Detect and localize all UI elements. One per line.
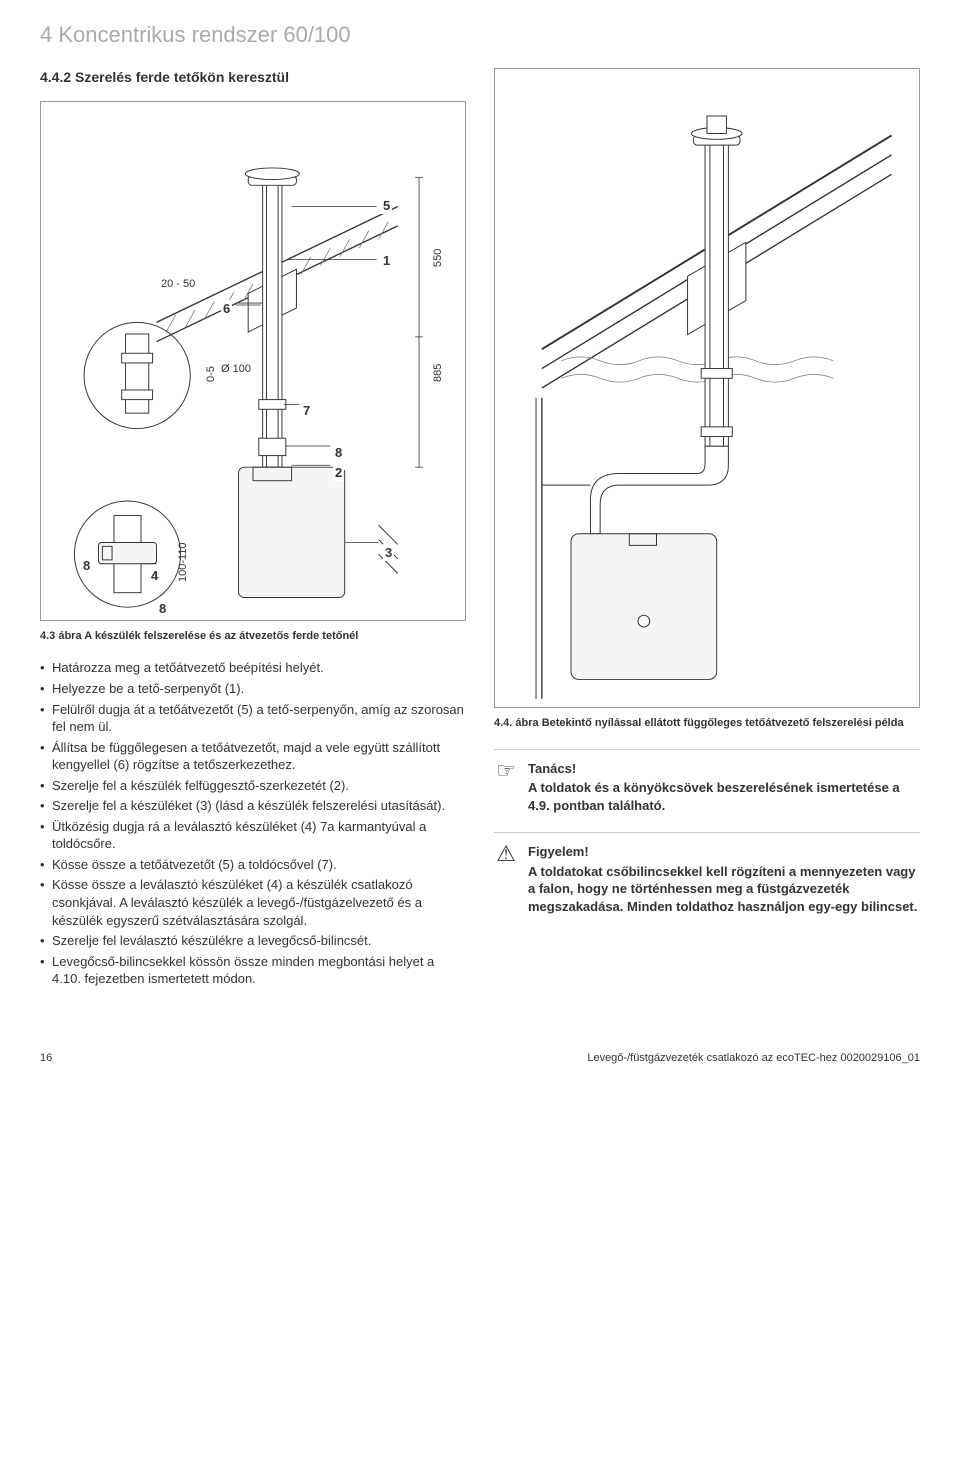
bullet: Szerelje fel a készüléket (3) (lásd a ké…	[40, 797, 466, 815]
hand-point-icon: ☞	[494, 760, 518, 815]
bullet: Levegőcső-bilincsekkel kössön össze mind…	[40, 953, 466, 988]
callout-8a: 8	[81, 557, 92, 575]
callout-6: 6	[221, 300, 232, 318]
warning-block: ⚠ Figyelem! A toldatokat csőbilincsekkel…	[494, 832, 920, 915]
bullet: Kösse össze a leválasztó készüléket (4) …	[40, 876, 466, 929]
dim-550: 550	[431, 248, 446, 266]
dim-dia100: Ø 100	[221, 362, 251, 377]
left-column: 4.4.2 Szerelés ferde tetőkön keresztül 5…	[40, 68, 466, 991]
callout-2: 2	[333, 464, 344, 482]
bullet: Állítsa be függőlegesen a tetőátvezetőt,…	[40, 739, 466, 774]
bullet: Felülről dugja át a tetőátvezetőt (5) a …	[40, 701, 466, 736]
right-column: 4.4. ábra Betekintő nyílással ellátott f…	[494, 68, 920, 991]
tip-text: A toldatok és a könyökcsövek beszerelésé…	[528, 779, 920, 814]
bullet: Ütközésig dugja rá a leválasztó készülék…	[40, 818, 466, 853]
chapter-title: 4 Koncentrikus rendszer 60/100	[40, 20, 920, 50]
callout-5: 5	[381, 197, 392, 215]
bullet: Szerelje fel leválasztó készülékre a lev…	[40, 932, 466, 950]
warning-title: Figyelem!	[528, 843, 920, 861]
figure-4-4-caption: 4.4. ábra Betekintő nyílással ellátott f…	[494, 716, 920, 731]
figure-4-3-caption: 4.3 ábra A készülék felszerelése és az á…	[40, 629, 466, 644]
page-number: 16	[40, 1051, 52, 1066]
instruction-list: Határozza meg a tetőátvezető beépítési h…	[40, 659, 466, 987]
section-title: 4.4.2 Szerelés ferde tetőkön keresztül	[40, 68, 466, 87]
figure-4-4	[494, 68, 920, 708]
callout-7: 7	[301, 402, 312, 420]
tip-title: Tanács!	[528, 760, 920, 778]
diagram-left-svg	[49, 110, 457, 612]
warning-icon: ⚠	[494, 843, 518, 915]
doc-id: Levegő-/füstgázvezeték csatlakozó az eco…	[587, 1051, 920, 1066]
dim-885: 885	[431, 363, 446, 381]
warning-text: A toldatokat csőbilincsekkel kell rögzít…	[528, 863, 920, 916]
bullet: Határozza meg a tetőátvezető beépítési h…	[40, 659, 466, 677]
callout-3: 3	[383, 544, 394, 562]
content-columns: 4.4.2 Szerelés ferde tetőkön keresztül 5…	[40, 68, 920, 991]
diagram-right-svg	[503, 77, 911, 699]
figure-4-3: 550 885 20 - 50 0-5 Ø 100 100-110 5 1 6 …	[40, 101, 466, 621]
dim-20-50: 20 - 50	[161, 277, 195, 292]
bullet: Szerelje fel a készülék felfüggesztő-sze…	[40, 777, 466, 795]
callout-8: 8	[333, 444, 344, 462]
dim-0-5: 0-5	[204, 366, 219, 382]
callout-4: 4	[149, 567, 160, 585]
page-footer: 16 Levegő-/füstgázvezeték csatlakozó az …	[40, 1051, 920, 1066]
callout-8b: 8	[157, 600, 168, 618]
bullet: Helyezze be a tető-serpenyőt (1).	[40, 680, 466, 698]
callout-1: 1	[381, 252, 392, 270]
tip-block: ☞ Tanács! A toldatok és a könyökcsövek b…	[494, 749, 920, 815]
bullet: Kösse össze a tetőátvezetőt (5) a toldóc…	[40, 856, 466, 874]
dim-100-110: 100-110	[176, 542, 191, 582]
